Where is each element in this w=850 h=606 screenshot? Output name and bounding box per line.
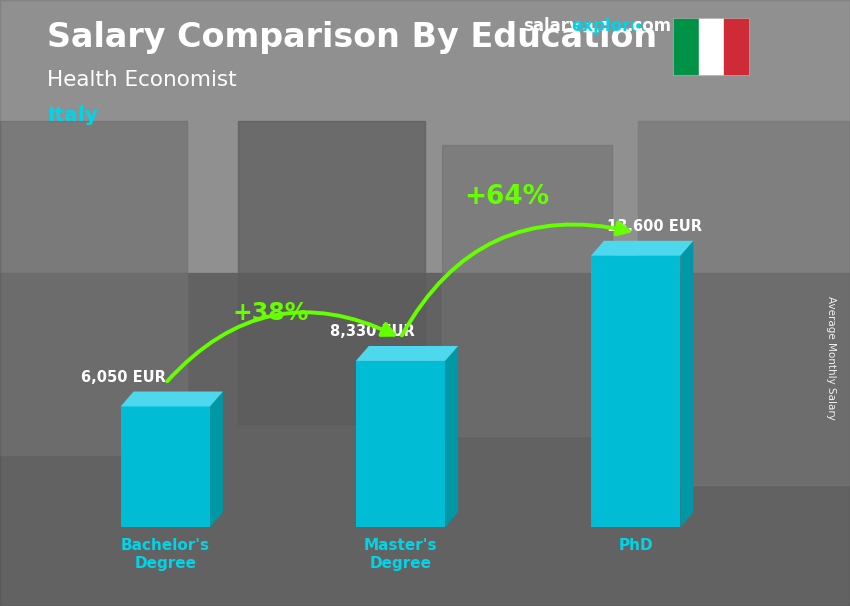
Text: 8,330 EUR: 8,330 EUR <box>330 324 415 339</box>
Text: Health Economist: Health Economist <box>47 70 236 90</box>
Polygon shape <box>121 391 223 407</box>
Text: .com: .com <box>626 17 672 35</box>
Polygon shape <box>210 391 223 527</box>
Text: Salary Comparison By Education: Salary Comparison By Education <box>47 21 657 54</box>
Bar <box>442 145 612 436</box>
Polygon shape <box>680 241 694 527</box>
Polygon shape <box>356 346 458 361</box>
Bar <box>121 407 210 527</box>
Text: explorer: explorer <box>571 17 650 35</box>
Bar <box>238 121 425 424</box>
Bar <box>356 361 445 527</box>
Text: +38%: +38% <box>233 301 309 325</box>
Polygon shape <box>445 346 458 527</box>
Text: 6,050 EUR: 6,050 EUR <box>81 370 166 385</box>
Bar <box>699 18 724 76</box>
Bar <box>591 256 680 527</box>
Text: Average Monthly Salary: Average Monthly Salary <box>826 296 836 419</box>
Text: Italy: Italy <box>47 106 98 125</box>
Bar <box>0 0 850 273</box>
Bar <box>673 18 699 76</box>
Bar <box>0 273 850 606</box>
Bar <box>724 18 750 76</box>
Polygon shape <box>591 241 694 256</box>
Text: 13,600 EUR: 13,600 EUR <box>607 219 702 234</box>
Bar <box>0 121 187 454</box>
Text: salary: salary <box>523 17 580 35</box>
Text: +64%: +64% <box>464 184 549 210</box>
Bar <box>638 121 850 485</box>
